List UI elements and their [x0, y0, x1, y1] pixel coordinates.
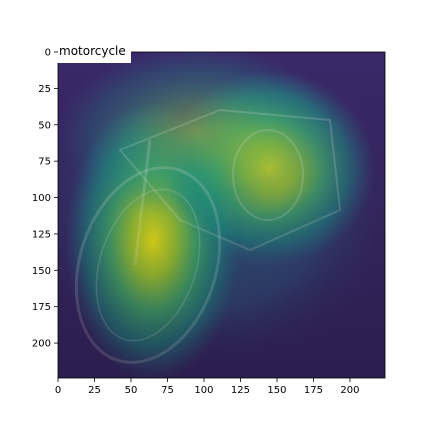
x-tick-label: 200: [340, 385, 359, 396]
x-tick-label: 100: [194, 385, 213, 396]
y-tick-label: 25: [38, 84, 51, 95]
x-tick-label: 175: [304, 385, 323, 396]
y-tick-label: 75: [38, 157, 51, 168]
x-tick-label: 125: [231, 385, 250, 396]
y-tick-label: 150: [32, 266, 51, 277]
plot-area: [58, 52, 385, 378]
x-tick-label: 25: [88, 385, 101, 396]
title-box: [55, 40, 131, 63]
x-tick-label: 50: [125, 385, 138, 396]
x-tick-label: 150: [267, 385, 286, 396]
chart-title: motorcycle: [59, 44, 126, 58]
y-tick-label: 0: [45, 48, 51, 59]
x-axis: 0 25 50 75 100 125 150 175 200: [55, 378, 360, 396]
y-tick-label: 100: [32, 193, 51, 204]
y-tick-label: 200: [32, 339, 51, 350]
y-tick-label: 50: [38, 120, 51, 131]
y-tick-label: 175: [32, 302, 51, 313]
y-axis: 0 25 50 75 100 125 150 175 200: [32, 48, 58, 350]
axes-frame: [57, 51, 386, 379]
x-tick-label: 0: [55, 385, 61, 396]
x-tick-label: 75: [161, 385, 174, 396]
y-tick-label: 125: [32, 229, 51, 240]
